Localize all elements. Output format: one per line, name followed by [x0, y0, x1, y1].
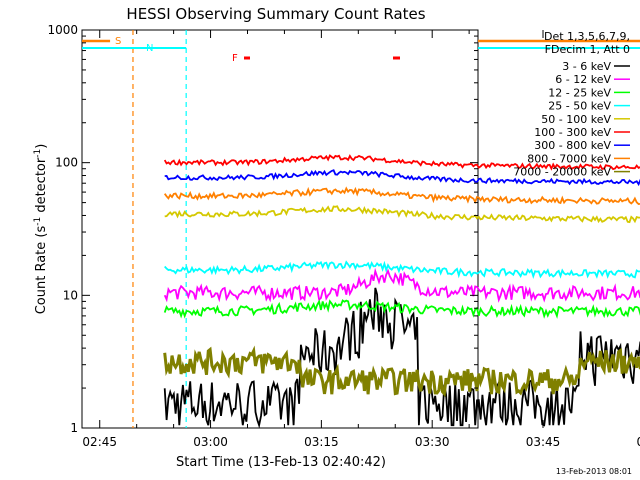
- y-tick-label: 1000: [47, 23, 78, 37]
- timestamp: 13-Feb-2013 08:01: [556, 467, 632, 476]
- legend-header-line: Det 1,3,5,6,7,9,: [544, 30, 630, 43]
- x-tick-label: 03:45: [526, 435, 561, 449]
- orbit-boundaries: [82, 30, 640, 428]
- legend-label: 50 - 100 keV: [541, 113, 611, 126]
- y-label-end: ): [34, 144, 49, 149]
- y-label-main: Count Rate (s: [34, 226, 49, 315]
- series-line: [164, 205, 640, 224]
- legend-label: 25 - 50 keV: [548, 100, 611, 113]
- series-line: [163, 154, 640, 171]
- series-line: [163, 299, 640, 319]
- legend-label: 800 - 7000 keV: [527, 152, 611, 165]
- x-tick-label: 02:45: [82, 435, 117, 449]
- y-label-mid: detector: [34, 157, 49, 217]
- marker-n: N: [146, 43, 153, 54]
- legend: Det 1,3,5,6,7,9,FDecim 1, Att 0 3 - 6 keV…: [513, 30, 630, 179]
- y-tick-label: 100: [55, 156, 78, 170]
- legend-label: 12 - 25 keV: [548, 86, 611, 99]
- series-layer: [163, 154, 640, 429]
- legend-label: 100 - 300 keV: [534, 126, 611, 139]
- chart-title: HESSI Observing Summary Count Rates: [126, 5, 425, 23]
- axis-ticks: 02:4503:0003:1503:3003:4504:0004:1511010…: [47, 23, 640, 449]
- legend-label: 7000 - 20000 keV: [513, 166, 611, 179]
- y-tick-label: 1: [70, 421, 78, 435]
- legend-label: 300 - 800 keV: [534, 139, 611, 152]
- x-axis-label: Start Time (13-Feb-13 02:40:42): [176, 455, 386, 470]
- flag-markers: S N F: [115, 36, 400, 64]
- legend-header-line: FDecim 1, Att 0: [545, 43, 630, 56]
- series-line: [163, 345, 640, 398]
- series-line: [164, 169, 640, 187]
- series-line: [163, 267, 640, 303]
- x-tick-label: 03:30: [415, 435, 450, 449]
- series-line: [163, 287, 640, 429]
- marker-s: S: [115, 36, 121, 47]
- x-tick-label: 03:00: [193, 435, 228, 449]
- legend-label: 3 - 6 keV: [562, 60, 611, 73]
- plot-frame: [81, 29, 479, 429]
- y-label-sup2: -1: [33, 149, 43, 158]
- series-line: [164, 260, 640, 280]
- x-tick-label: 03:15: [304, 435, 339, 449]
- y-tick-label: 10: [63, 288, 78, 302]
- marker-f: F: [232, 53, 238, 64]
- x-tick-label: 04:00: [637, 435, 640, 449]
- series-line: [163, 186, 640, 205]
- y-axis-label: Count Rate (s-1 detector-1): [33, 144, 49, 315]
- legend-label: 6 - 12 keV: [555, 73, 611, 86]
- y-label-sup1: -1: [33, 217, 43, 226]
